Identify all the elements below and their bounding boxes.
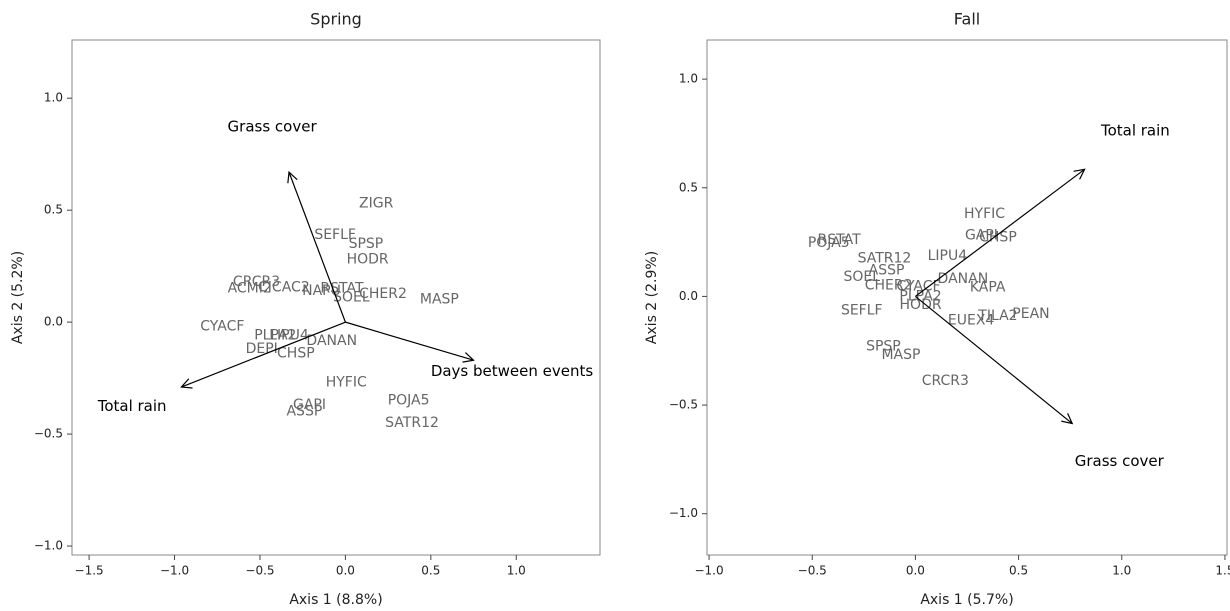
species-label: DEPI [246,341,278,357]
species-label: DANAN [938,271,989,287]
species-label: KAPA [970,280,1006,296]
vector-label: Grass cover [228,118,318,136]
species-label: SPSP [349,236,384,252]
species-label: GAPI [965,228,998,244]
species-label: CRCR3 [233,274,280,290]
species-label: LIPU4 [928,248,968,264]
species-label: CYACF [200,319,244,335]
species-label: SEFLF [314,227,356,243]
species-label: PLPA2 [254,328,296,344]
y-tick-label: −1.0 [34,539,63,553]
y-tick-label: 1.0 [44,91,63,105]
species-label: CHER2 [865,278,913,294]
species-label: ZIGR [359,195,394,211]
x-tick-label: −0.5 [245,564,274,578]
plot-frame [71,39,601,556]
species-label: EUEX4 [948,312,995,328]
chart-title: Spring [310,10,362,29]
x-tick-label: 0.0 [906,564,925,578]
species-label: PLPA2 [899,288,941,304]
species-label: SOEL [843,269,880,285]
plot-frame [706,39,1228,556]
x-tick-label: −1.5 [75,564,104,578]
vector-label: Total rain [1100,122,1170,140]
species-label: MASP [420,292,459,308]
vector-label: Days between events [431,362,594,380]
species-label: CICAC2 [258,279,310,295]
x-tick-label: 1.0 [507,564,526,578]
x-axis-label: Axis 1 (8.8%) [289,592,382,608]
species-label: SATR12 [858,250,912,266]
species-label: PEAN [1012,306,1049,322]
x-tick-label: −0.5 [798,564,827,578]
x-tick-label: 0.5 [1009,564,1028,578]
vector-label: Total rain [97,397,167,415]
y-tick-label: 0.0 [679,289,698,303]
species-label: CHSP [979,230,1017,246]
species-label: NAPU [302,283,341,299]
y-tick-label: −1.0 [669,506,698,520]
species-label: POJA5 [808,235,850,251]
x-tick-label: 1.5 [1215,564,1230,578]
x-tick-label: 0.0 [336,564,355,578]
species-label: HODR [347,251,389,267]
species-label: DANAN [306,333,357,349]
species-label: CHER2 [359,286,407,302]
species-label: POJA5 [388,393,430,409]
x-tick-label: 0.5 [421,564,440,578]
species-label: MASP [881,347,920,363]
species-label: CHSP [277,345,315,361]
vector-arrow [915,295,1072,423]
species-label: SPSP [866,338,901,354]
species-label: GAPI [293,397,326,413]
vector-arrow [181,321,346,387]
y-axis-label: Axis 2 (5.2%) [10,251,26,344]
vector-label: Grass cover [1075,452,1165,470]
species-label: CRCR3 [922,373,969,389]
vector-arrow [345,321,473,360]
species-label: HYFIC [964,206,1005,222]
species-label: RSTAT [818,232,862,248]
y-tick-label: 0.5 [44,203,63,217]
species-label: LIPU4 [269,328,309,344]
species-label: ASSP [286,404,322,420]
species-label: SATR12 [385,415,439,431]
vector-arrow [915,169,1084,297]
species-label: SEFLF [841,303,883,319]
chart-title: Fall [954,10,980,29]
y-tick-label: 1.0 [679,72,698,86]
x-tick-label: −1.0 [694,564,723,578]
x-axis-label: Axis 1 (5.7%) [920,592,1013,608]
x-tick-label: 1.0 [1112,564,1131,578]
x-tick-label: −1.0 [160,564,189,578]
y-tick-label: −0.5 [669,398,698,412]
species-label: SOEL [333,290,370,306]
y-tick-label: 0.0 [44,315,63,329]
species-label: HODR [900,297,942,313]
species-label: ACMI2 [228,281,272,297]
species-label: HYFIC [326,375,367,391]
vector-arrow [289,172,346,323]
species-label: CYACF [896,279,940,295]
y-axis-label: Axis 2 (2.9%) [644,251,660,344]
y-tick-label: 0.5 [679,180,698,194]
species-label: TILA2 [977,308,1017,324]
y-tick-label: −0.5 [34,427,63,441]
species-label: ASSP [869,262,905,278]
